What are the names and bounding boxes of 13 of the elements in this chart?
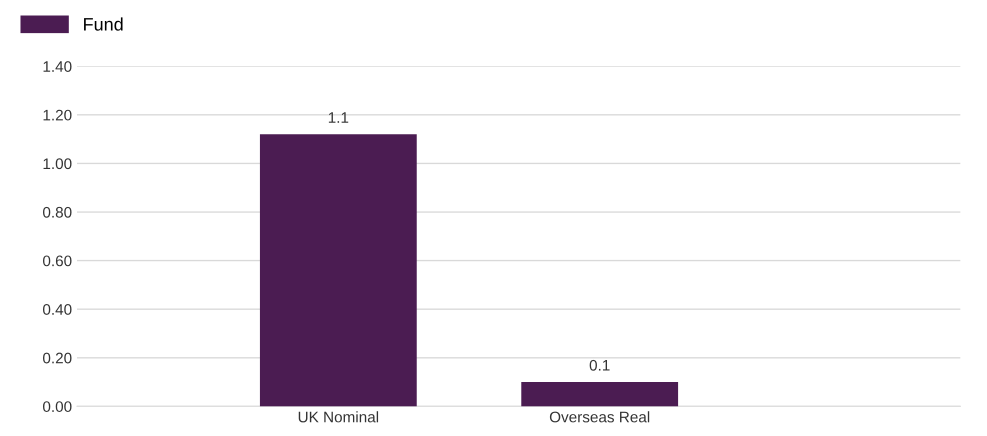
y-tick-label: 0.60 — [42, 255, 72, 266]
y-tick-label: 1.00 — [44, 158, 72, 170]
x-tick-label: Overseas Real — [550, 411, 650, 422]
y-tick-label: 1.40 — [44, 61, 72, 72]
data-label: 1.1 — [328, 112, 348, 123]
y-tick-label: 0.40 — [42, 304, 72, 315]
y-tick-label: 1.20 — [44, 110, 72, 121]
x-tick-label: UK Nominal — [298, 411, 378, 422]
y-tick-label: 0.20 — [42, 352, 72, 364]
y-tick-label: 0.80 — [42, 206, 72, 218]
data-label: 0.1 — [590, 360, 610, 371]
legend-label: Fund — [84, 17, 123, 31]
y-tick-label: 0.00 — [42, 401, 72, 412]
